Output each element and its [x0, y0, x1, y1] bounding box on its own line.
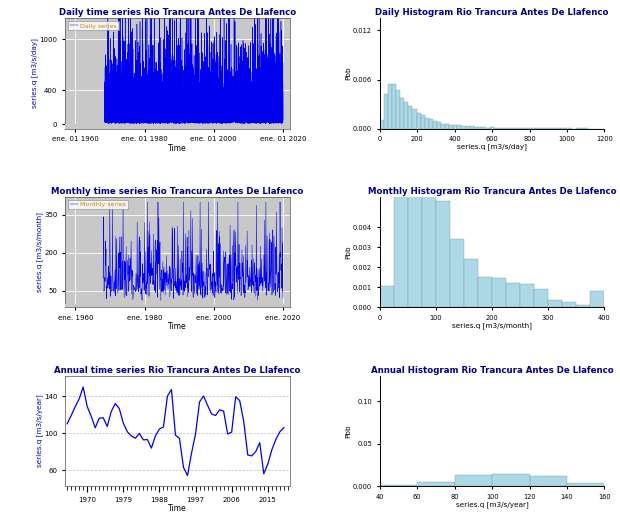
Bar — [433, 121, 437, 128]
Bar — [454, 475, 492, 486]
Bar — [590, 291, 604, 307]
Bar — [441, 124, 445, 128]
Bar — [420, 115, 425, 128]
Bar — [388, 84, 392, 128]
Bar — [437, 122, 441, 128]
Y-axis label: series.q [m3/s/month]: series.q [m3/s/month] — [36, 212, 43, 292]
Bar — [445, 124, 450, 128]
Bar — [474, 127, 478, 128]
Bar — [490, 127, 494, 128]
Bar — [506, 283, 520, 307]
Bar — [408, 163, 422, 307]
X-axis label: series.q [m3/s/year]: series.q [m3/s/year] — [456, 501, 528, 508]
Legend: Daily series: Daily series — [68, 21, 118, 31]
Bar — [534, 289, 548, 307]
X-axis label: Time: Time — [168, 504, 187, 513]
Bar — [492, 474, 529, 486]
Bar — [450, 125, 453, 128]
Bar — [417, 483, 454, 486]
Title: Monthly time series Rio Trancura Antes De Llafenco: Monthly time series Rio Trancura Antes D… — [51, 187, 304, 196]
Bar — [404, 102, 409, 128]
Bar — [436, 201, 450, 307]
Bar — [567, 483, 604, 486]
X-axis label: Time: Time — [168, 322, 187, 331]
Bar — [65, 124, 290, 128]
Bar — [520, 284, 534, 307]
Bar — [453, 125, 458, 128]
Bar — [548, 300, 562, 307]
Y-axis label: Pbb: Pbb — [345, 245, 352, 259]
Bar — [400, 98, 404, 128]
X-axis label: series.q [m3/s/month]: series.q [m3/s/month] — [452, 322, 532, 329]
Y-axis label: Pbb: Pbb — [345, 67, 352, 80]
Bar — [379, 120, 384, 128]
Bar — [466, 126, 469, 128]
Y-axis label: series.q [m3/s/year]: series.q [m3/s/year] — [36, 395, 43, 467]
Bar — [469, 126, 474, 128]
Y-axis label: Pbb: Pbb — [345, 424, 352, 438]
X-axis label: Time: Time — [168, 144, 187, 152]
Bar — [478, 127, 482, 128]
Title: Daily Histogram Rio Trancura Antes De Llafenco: Daily Histogram Rio Trancura Antes De Ll… — [375, 8, 609, 18]
Bar — [464, 258, 478, 307]
Bar — [486, 127, 490, 128]
Bar — [396, 89, 400, 128]
Bar — [409, 106, 412, 128]
Bar — [65, 304, 290, 307]
Title: Annual Histogram Rio Trancura Antes De Llafenco: Annual Histogram Rio Trancura Antes De L… — [371, 366, 614, 375]
Bar — [384, 94, 388, 128]
Bar — [379, 285, 394, 307]
Bar — [425, 119, 429, 128]
Bar — [458, 125, 461, 128]
Bar — [429, 120, 433, 128]
Bar — [529, 476, 567, 486]
Bar — [478, 277, 492, 307]
Bar — [461, 126, 466, 128]
Bar — [392, 84, 396, 128]
Bar — [417, 113, 420, 128]
Title: Daily time series Rio Trancura Antes De Llafenco: Daily time series Rio Trancura Antes De … — [59, 8, 296, 18]
Bar — [379, 485, 417, 486]
Y-axis label: series.q [m3/s/day]: series.q [m3/s/day] — [32, 38, 38, 108]
Bar — [394, 188, 408, 307]
Bar — [482, 127, 486, 128]
Bar — [422, 172, 436, 307]
Title: Annual time series Rio Trancura Antes De Llafenco: Annual time series Rio Trancura Antes De… — [54, 366, 301, 375]
Bar — [562, 302, 577, 307]
Bar — [450, 239, 464, 307]
Bar — [494, 127, 498, 128]
Title: Monthly Histogram Rio Trancura Antes De Llafenco: Monthly Histogram Rio Trancura Antes De … — [368, 187, 616, 196]
Legend: Monthly series: Monthly series — [68, 200, 128, 209]
Bar — [412, 109, 417, 128]
X-axis label: series.q [m3/s/day]: series.q [m3/s/day] — [457, 144, 527, 150]
Bar — [577, 305, 590, 307]
Bar — [492, 278, 506, 307]
